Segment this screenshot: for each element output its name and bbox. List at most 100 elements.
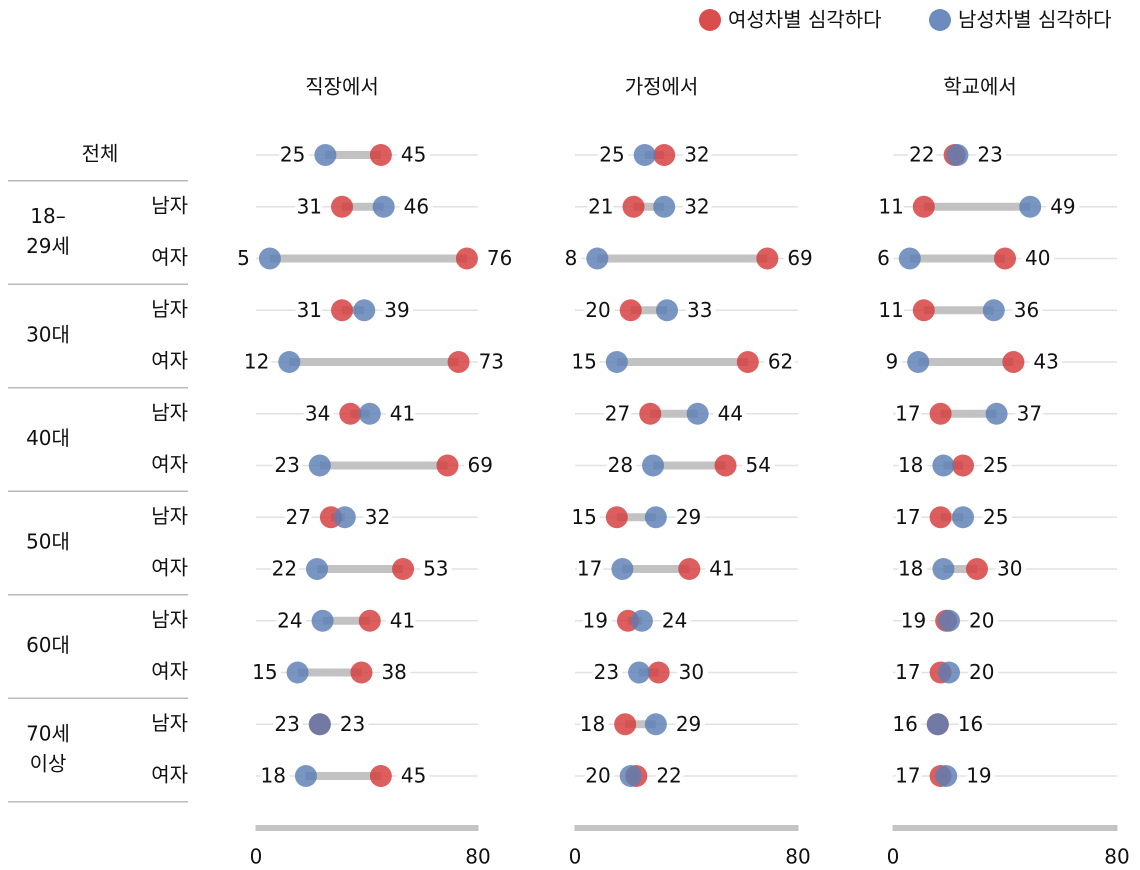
value-label: 20: [969, 660, 994, 684]
dot: [926, 713, 949, 736]
dot: [736, 351, 759, 373]
row-label: 남자: [151, 607, 188, 631]
value-label: 15: [252, 660, 277, 684]
dot: [1002, 351, 1025, 373]
value-label: 23: [594, 660, 619, 684]
row-label: 여자: [151, 245, 188, 269]
dot: [331, 195, 354, 218]
dot: [308, 713, 331, 736]
value-label: 23: [340, 712, 365, 736]
dot: [653, 195, 676, 218]
value-label: 21: [588, 194, 613, 218]
row-label: 남자: [151, 400, 188, 424]
value-label: 30: [997, 557, 1022, 581]
dot: [358, 609, 381, 632]
value-label: 27: [605, 401, 630, 425]
dot: [455, 247, 478, 270]
value-label: 62: [768, 350, 793, 374]
value-label: 15: [571, 350, 596, 374]
value-label: 6: [877, 246, 890, 270]
dot: [938, 661, 960, 684]
dot: [331, 299, 354, 322]
dot: [644, 713, 667, 736]
dot: [278, 351, 301, 373]
dot: [258, 247, 281, 270]
legend-label: 여성차별 심각하다: [728, 8, 882, 32]
value-label: 29: [676, 712, 701, 736]
legend-swatch: [699, 9, 721, 31]
group-label: 30대: [26, 323, 70, 347]
value-label: 27: [285, 505, 310, 529]
group-label: 50대: [26, 530, 70, 554]
value-label: 16: [958, 712, 983, 736]
value-label: 33: [687, 298, 712, 322]
dot: [655, 299, 678, 322]
dot: [436, 454, 459, 477]
dot: [929, 402, 952, 425]
dot: [605, 351, 628, 373]
group-label: 60대: [26, 633, 70, 657]
value-label: 46: [404, 194, 429, 218]
dot: [644, 506, 667, 529]
dot: [994, 247, 1016, 270]
value-label: 11: [878, 194, 903, 218]
group-label: 전체: [82, 142, 119, 166]
value-label: 34: [305, 401, 330, 425]
dot: [286, 661, 309, 684]
value-label: 25: [280, 143, 305, 167]
value-label: 32: [684, 194, 709, 218]
row-label: 여자: [151, 452, 188, 476]
dot: [294, 765, 317, 787]
dot: [311, 609, 334, 632]
value-label: 28: [608, 453, 633, 477]
legend-swatch: [929, 9, 951, 31]
value-label: 18: [580, 712, 605, 736]
value-label: 40: [1025, 246, 1050, 270]
value-label: 19: [966, 764, 991, 788]
value-label: 22: [909, 143, 934, 167]
dot: [619, 299, 642, 322]
value-label: 20: [585, 298, 610, 322]
dot: [614, 713, 637, 736]
x-tick-label: 80: [1104, 845, 1129, 869]
value-label: 39: [384, 298, 409, 322]
value-label: 49: [1050, 194, 1075, 218]
dot: [622, 195, 645, 218]
dot: [686, 402, 709, 425]
dot: [333, 506, 356, 529]
group-label: 70세: [26, 722, 70, 746]
dot: [350, 661, 373, 684]
dot: [907, 351, 930, 373]
value-label: 5: [237, 246, 250, 270]
value-label: 23: [977, 143, 1002, 167]
x-tick-label: 0: [250, 845, 263, 869]
dot: [586, 247, 609, 270]
x-tick-label: 80: [465, 845, 490, 869]
row-label: 남자: [151, 193, 188, 217]
value-label: 38: [381, 660, 406, 684]
row-label: 여자: [151, 349, 188, 373]
value-label: 32: [684, 143, 709, 167]
panel-title: 직장에서: [305, 75, 379, 99]
dot: [756, 247, 779, 270]
panel-title: 가정에서: [625, 75, 699, 99]
dot: [353, 299, 376, 322]
dot: [619, 765, 642, 787]
panel-title: 학교에서: [943, 75, 1017, 99]
value-label: 31: [297, 194, 322, 218]
dot: [653, 144, 676, 166]
dot: [966, 558, 988, 580]
value-label: 8: [565, 246, 578, 270]
value-label: 20: [969, 608, 994, 632]
value-label: 17: [895, 660, 920, 684]
dot: [929, 506, 952, 529]
dot: [633, 144, 656, 166]
dot: [952, 506, 974, 529]
dot: [938, 609, 960, 632]
row-label: 여자: [151, 556, 188, 580]
dot: [985, 402, 1008, 425]
dot: [339, 402, 362, 425]
value-label: 37: [1017, 401, 1042, 425]
value-label: 45: [401, 764, 426, 788]
group-label: 18–: [30, 204, 65, 228]
